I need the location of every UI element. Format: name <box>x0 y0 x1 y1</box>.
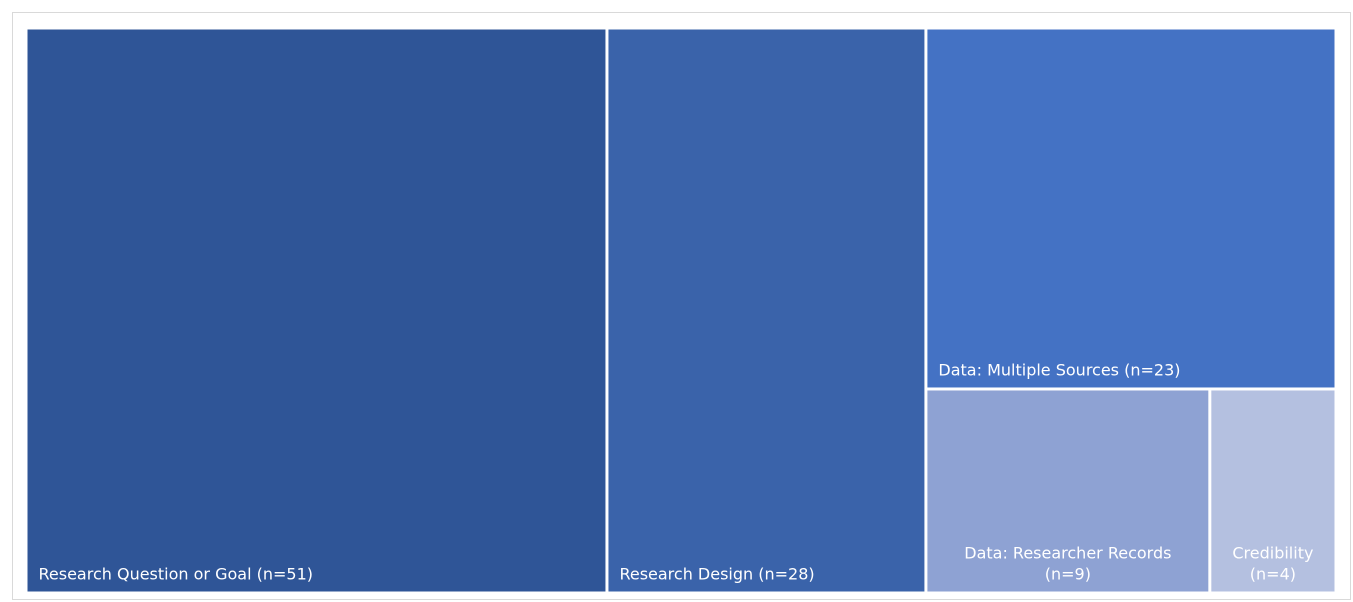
tile-data-multiple-sources: Data: Multiple Sources (n=23) <box>927 29 1335 388</box>
tile-rect-credibility <box>1211 390 1335 592</box>
tile-label-line: (n=4) <box>1250 565 1296 584</box>
tile-credibility: Credibility (n=4) <box>1211 390 1335 592</box>
tile-research-design: Research Design (n=28) <box>608 29 925 592</box>
tile-rect-research-question-or-goal <box>27 29 606 592</box>
tile-label-line: Credibility <box>1232 544 1313 563</box>
treemap-chart: Research Question or Goal (n=51) Research… <box>27 29 1335 592</box>
tile-rect-data-researcher-records <box>927 390 1209 592</box>
tile-label-line: Data: Researcher Records <box>964 544 1171 563</box>
tile-label-research-question-or-goal: Research Question or Goal (n=51) <box>39 565 314 584</box>
tile-data-researcher-records: Data: Researcher Records (n=9) <box>927 390 1209 592</box>
tile-research-question-or-goal: Research Question or Goal (n=51) <box>27 29 606 592</box>
tile-label-line: (n=9) <box>1045 565 1091 584</box>
tile-label-data-researcher-records: Data: Researcher Records (n=9) <box>964 544 1171 584</box>
tile-rect-data-multiple-sources <box>927 29 1335 388</box>
tile-rect-research-design <box>608 29 925 592</box>
tile-label-data-multiple-sources: Data: Multiple Sources (n=23) <box>938 360 1180 379</box>
tile-label-research-design: Research Design (n=28) <box>619 565 814 584</box>
tile-label-credibility: Credibility (n=4) <box>1232 544 1313 584</box>
